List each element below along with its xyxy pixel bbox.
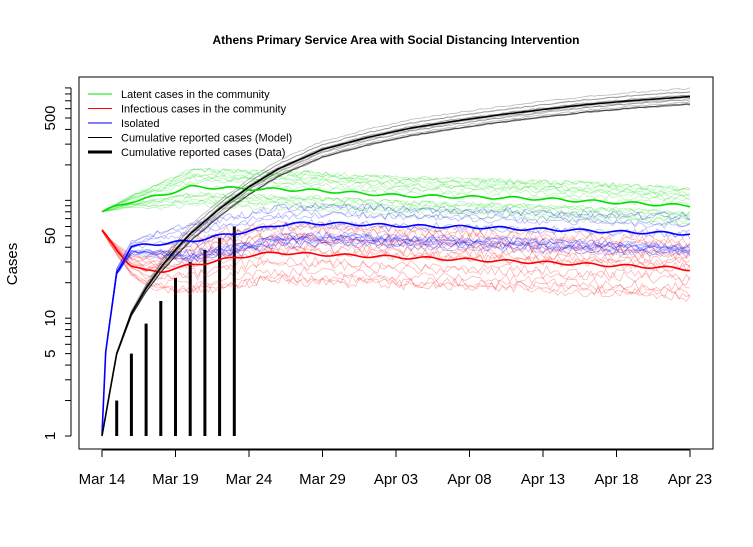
replicate-run bbox=[101, 103, 691, 437]
replicate-run bbox=[101, 167, 690, 213]
replicate-run bbox=[101, 87, 691, 437]
replicate-run bbox=[101, 220, 691, 260]
plot-frame bbox=[78, 76, 714, 450]
replicate-run bbox=[101, 101, 691, 437]
x-tick-label: Apr 18 bbox=[594, 471, 638, 488]
replicate-run bbox=[101, 203, 691, 226]
replicate-run bbox=[101, 230, 691, 283]
replicate-run bbox=[101, 91, 691, 437]
replicate-run bbox=[101, 97, 691, 437]
replicate-run bbox=[101, 202, 691, 437]
replicate-run bbox=[101, 191, 691, 217]
replicate-run bbox=[101, 230, 691, 300]
replicate-run bbox=[101, 233, 691, 437]
replicate-run bbox=[101, 171, 691, 213]
replicate-run bbox=[101, 91, 691, 437]
replicate-run bbox=[101, 173, 691, 213]
legend-entry: Latent cases in the community bbox=[121, 89, 270, 101]
replicate-run bbox=[101, 232, 691, 437]
replicate-run bbox=[101, 179, 691, 213]
x-tick-label: Apr 13 bbox=[521, 471, 565, 488]
replicate-run bbox=[101, 230, 691, 267]
replicate-run bbox=[101, 98, 691, 437]
replicate-run bbox=[101, 176, 690, 213]
replicate-run bbox=[101, 230, 691, 273]
replicate-run bbox=[101, 208, 691, 437]
replicate-run bbox=[101, 167, 691, 213]
replicate-run bbox=[101, 230, 691, 302]
legend: Latent cases in the community Infectious … bbox=[88, 89, 292, 159]
replicate-run bbox=[101, 220, 691, 437]
y-tick-label: 1 bbox=[42, 432, 59, 440]
replicate-run bbox=[101, 236, 691, 437]
replicate-run bbox=[101, 202, 691, 437]
y-tick-label: 500 bbox=[42, 105, 59, 130]
x-tick-label: Mar 19 bbox=[152, 471, 199, 488]
chart-title: Athens Primary Service Area with Social … bbox=[212, 33, 579, 47]
replicate-run bbox=[101, 231, 691, 437]
replicate-run bbox=[101, 230, 691, 285]
y-axis-label: Cases bbox=[4, 243, 21, 286]
x-tick-label: Mar 29 bbox=[299, 471, 346, 488]
replicate-run bbox=[101, 103, 691, 437]
series-lines bbox=[101, 95, 691, 437]
replicate-run bbox=[101, 94, 691, 437]
replicate-run bbox=[101, 199, 691, 223]
legend-entry: Isolated bbox=[121, 118, 160, 130]
replicate-run bbox=[101, 192, 691, 216]
replicate-run bbox=[101, 230, 691, 270]
replicate-run bbox=[101, 232, 691, 437]
replicate-run bbox=[101, 236, 691, 437]
replicate-run bbox=[101, 239, 691, 437]
x-tick-label: Apr 23 bbox=[668, 471, 712, 488]
y-tick-label: 5 bbox=[42, 349, 59, 357]
series-line-latent bbox=[101, 184, 691, 213]
replicate-run bbox=[101, 103, 690, 437]
replicate-run bbox=[101, 211, 691, 437]
legend-entry: Infectious cases in the community bbox=[121, 104, 287, 116]
replicate-run bbox=[101, 103, 691, 437]
replicate-run bbox=[101, 230, 691, 292]
x-tick-label: Mar 24 bbox=[226, 471, 273, 488]
legend-entry: Cumulative reported cases (Data) bbox=[121, 147, 285, 159]
replicate-run bbox=[101, 230, 691, 270]
replicate-run bbox=[101, 168, 691, 213]
replicate-run bbox=[101, 99, 691, 437]
replicate-run bbox=[101, 222, 691, 261]
y-tick-label: 50 bbox=[42, 227, 59, 244]
replicate-run bbox=[101, 230, 691, 272]
legend-entry: Cumulative reported cases (Model) bbox=[121, 133, 292, 145]
series-line-model bbox=[101, 95, 691, 437]
y-tick-label: 10 bbox=[42, 310, 59, 327]
replicate-run bbox=[101, 196, 691, 220]
replicate-run bbox=[101, 192, 691, 217]
x-tick-label: Mar 14 bbox=[79, 471, 126, 488]
x-tick-label: Apr 03 bbox=[374, 471, 418, 488]
replicate-run bbox=[101, 240, 691, 437]
x-axis: Mar 14 Mar 19 Mar 24 Mar 29 Apr 03 Apr 08 Apr … bbox=[79, 449, 712, 488]
series-line-infectious bbox=[101, 229, 691, 274]
replicate-run bbox=[101, 230, 691, 266]
replicate-run bbox=[101, 173, 691, 213]
replicate-run bbox=[101, 230, 691, 298]
replicate-run bbox=[101, 103, 691, 437]
series-line-isolated bbox=[101, 221, 691, 435]
replicate-run bbox=[101, 231, 691, 437]
data-bars bbox=[115, 226, 236, 436]
replicate-run bbox=[101, 237, 691, 437]
replicate-run bbox=[101, 94, 691, 437]
y-axis: 1 5 10 50 500 bbox=[42, 87, 72, 440]
simulation-ribbons bbox=[101, 87, 691, 437]
replicate-run bbox=[101, 104, 691, 437]
replicate-run bbox=[101, 198, 691, 223]
x-tick-label: Apr 08 bbox=[447, 471, 491, 488]
replicate-run bbox=[101, 230, 691, 267]
